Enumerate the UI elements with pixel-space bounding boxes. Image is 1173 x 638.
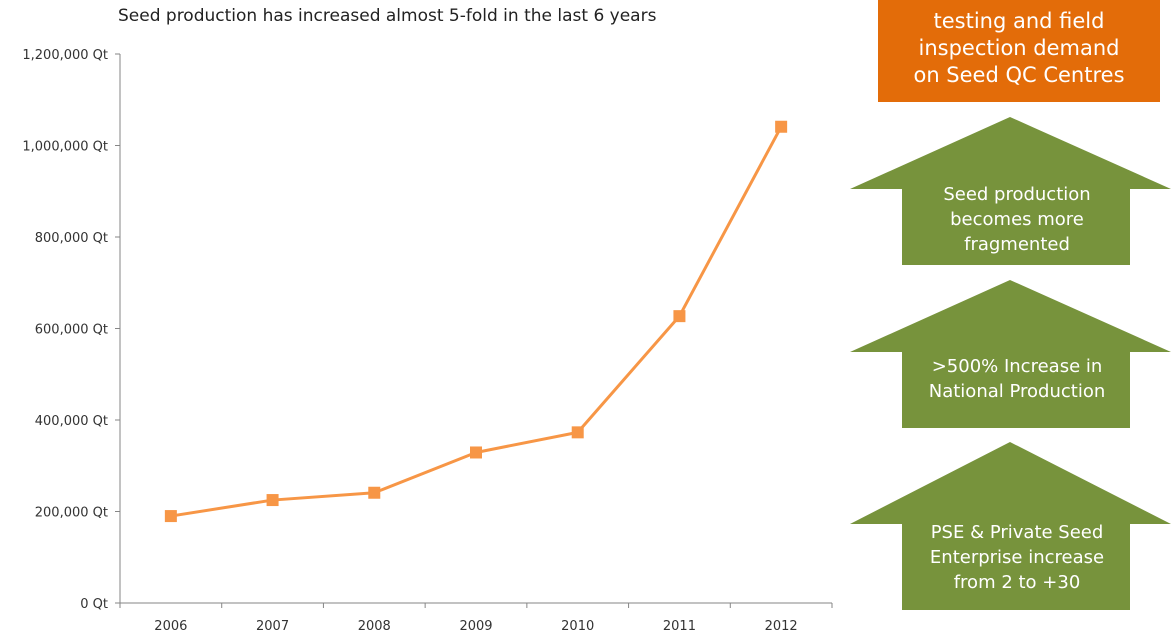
up-arrow-enterprises: [850, 442, 1171, 610]
data-point-marker: [368, 486, 381, 499]
data-point-marker: [775, 120, 788, 133]
arrow-enterprises-line-1: PSE & Private Seed: [930, 521, 1104, 543]
y-tick-label: 600,000 Qt: [35, 323, 108, 338]
qc-demand-line-2: inspection demand: [918, 35, 1120, 60]
arrow-fragmented-line-2: becomes more: [950, 208, 1084, 230]
x-tick-label: 2012: [765, 619, 798, 634]
arrow-production-line-2: National Production: [928, 381, 1106, 402]
data-point-marker: [164, 510, 177, 523]
x-tick-label: 2010: [561, 619, 594, 634]
arrow-fragmented-line-3: fragmented: [964, 233, 1070, 255]
qc-demand-line-3: on Seed QC Centres: [913, 62, 1125, 87]
y-tick-label: 200,000 Qt: [35, 506, 108, 521]
y-tick-label: 400,000 Qt: [35, 414, 108, 429]
line-chart: 0 Qt 200,000 Qt 400,000 Qt 600,000 Qt 800,00…: [22, 48, 833, 634]
data-point-marker: [571, 426, 584, 439]
x-tick-label: 2007: [256, 619, 289, 634]
x-tick-label: 2009: [459, 619, 492, 634]
arrow-fragmented-line-1: Seed production: [943, 183, 1091, 205]
y-tick-label: 800,000 Qt: [35, 231, 108, 246]
arrow-fragmented-text: Seed production becomes more fragmented: [902, 175, 1132, 263]
y-tick-label: 0 Qt: [80, 597, 108, 612]
qc-demand-line-1: testing and field: [933, 8, 1105, 33]
data-point-marker: [673, 310, 686, 323]
x-tick-label: 2006: [154, 619, 187, 634]
x-tick-label: 2011: [663, 619, 696, 634]
arrow-enterprises-line-2: Enterprise increase: [929, 546, 1105, 568]
x-tick-label: 2008: [358, 619, 391, 634]
qc-demand-callout: testing and field inspection demand on S…: [878, 0, 1160, 102]
chart-title: Seed production has increased almost 5-f…: [118, 6, 657, 26]
y-tick-label: 1,000,000 Qt: [22, 140, 108, 155]
data-point-marker: [266, 494, 279, 507]
arrow-production-line-1: >500% Increase in: [931, 356, 1103, 377]
arrow-production-text: >500% Increase in National Production: [902, 348, 1132, 410]
arrow-enterprises-line-3: from 2 to +30: [953, 571, 1081, 593]
up-arrow-fragmented: [850, 117, 1171, 265]
up-arrow-production: [850, 280, 1171, 428]
data-point-marker: [470, 446, 482, 459]
arrow-enterprises-text: PSE & Private Seed Enterprise increase f…: [902, 512, 1132, 602]
y-tick-label: 1,200,000 Qt: [22, 48, 108, 63]
